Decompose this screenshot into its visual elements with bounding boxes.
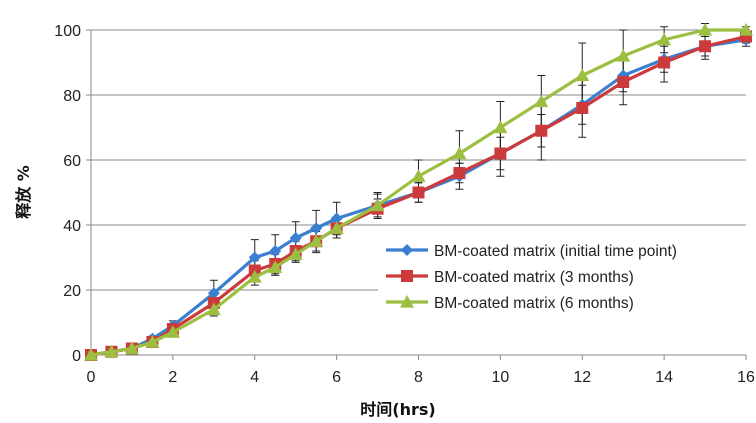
data-point-series-3 — [206, 302, 221, 316]
y-tick-label: 40 — [63, 218, 81, 235]
x-tick-label: 8 — [414, 369, 423, 386]
legend-marker-1 — [401, 244, 413, 256]
x-axis-title: 时间(hrs) — [360, 400, 435, 419]
data-point-series-1 — [207, 287, 220, 300]
data-point-series-3 — [145, 335, 160, 348]
data-point-series-2 — [535, 124, 548, 137]
data-point-series-3 — [575, 68, 590, 82]
x-tick-label: 4 — [250, 369, 259, 386]
legend-box — [378, 232, 746, 324]
legend-label-3: BM-coated matrix (6 months) — [434, 295, 634, 312]
data-point-series-3 — [247, 270, 262, 283]
x-tick-label: 2 — [168, 369, 177, 386]
data-point-series-3 — [309, 234, 324, 247]
data-point-series-3 — [165, 325, 180, 338]
data-point-series-3 — [698, 23, 713, 36]
data-point-series-1 — [248, 251, 261, 264]
y-tick-label: 0 — [72, 348, 81, 365]
series — [84, 23, 753, 361]
data-point-series-2 — [617, 76, 630, 88]
data-point-series-1 — [289, 232, 302, 244]
x-tick-label: 14 — [655, 369, 673, 386]
data-point-series-3 — [493, 120, 508, 134]
legend-marker-3 — [400, 295, 414, 308]
y-tick-label: 60 — [63, 153, 81, 170]
y-tick-label: 100 — [54, 23, 81, 40]
data-point-series-3 — [739, 23, 753, 36]
data-point-series-3 — [104, 344, 119, 358]
data-point-series-2 — [412, 186, 425, 199]
x-tick-label: 0 — [87, 369, 96, 386]
data-point-series-3 — [616, 49, 631, 62]
data-point-series-1 — [310, 222, 323, 235]
ticks: 0 20 40 60 80 100 0 2 4 6 8 10 12 14 16 — [54, 23, 755, 386]
data-point-series-3 — [411, 169, 426, 182]
legend-label-2: BM-coated matrix (3 months) — [434, 269, 634, 286]
y-tick-label: 80 — [63, 88, 81, 105]
data-point-series-1 — [330, 212, 343, 225]
data-point-series-1 — [269, 245, 282, 257]
data-point-series-3 — [288, 247, 303, 260]
y-axis-title: 释放 % — [14, 165, 33, 219]
data-point-series-3 — [657, 32, 672, 46]
data-point-series-2 — [576, 102, 589, 114]
x-tick-label: 12 — [573, 369, 591, 386]
x-tick-label: 16 — [737, 369, 755, 386]
data-point-series-3 — [452, 146, 467, 160]
data-point-series-3 — [268, 260, 283, 273]
legend-marker-2 — [401, 270, 413, 282]
legend-label-1: BM-coated matrix (initial time point) — [434, 243, 677, 260]
data-point-series-3 — [124, 341, 139, 355]
data-point-series-2 — [658, 56, 671, 69]
data-point-series-3 — [84, 348, 98, 361]
x-tick-label: 6 — [332, 369, 341, 386]
data-point-series-3 — [329, 221, 344, 234]
data-point-series-2 — [494, 147, 507, 160]
legend: BM-coated matrix (initial time point) BM-… — [378, 232, 746, 324]
x-tick-label: 10 — [491, 369, 509, 386]
data-point-series-2 — [699, 40, 712, 53]
data-point-series-3 — [534, 94, 549, 108]
data-point-series-3 — [370, 198, 385, 212]
y-tick-label: 20 — [63, 283, 81, 300]
data-point-series-2 — [453, 167, 466, 179]
